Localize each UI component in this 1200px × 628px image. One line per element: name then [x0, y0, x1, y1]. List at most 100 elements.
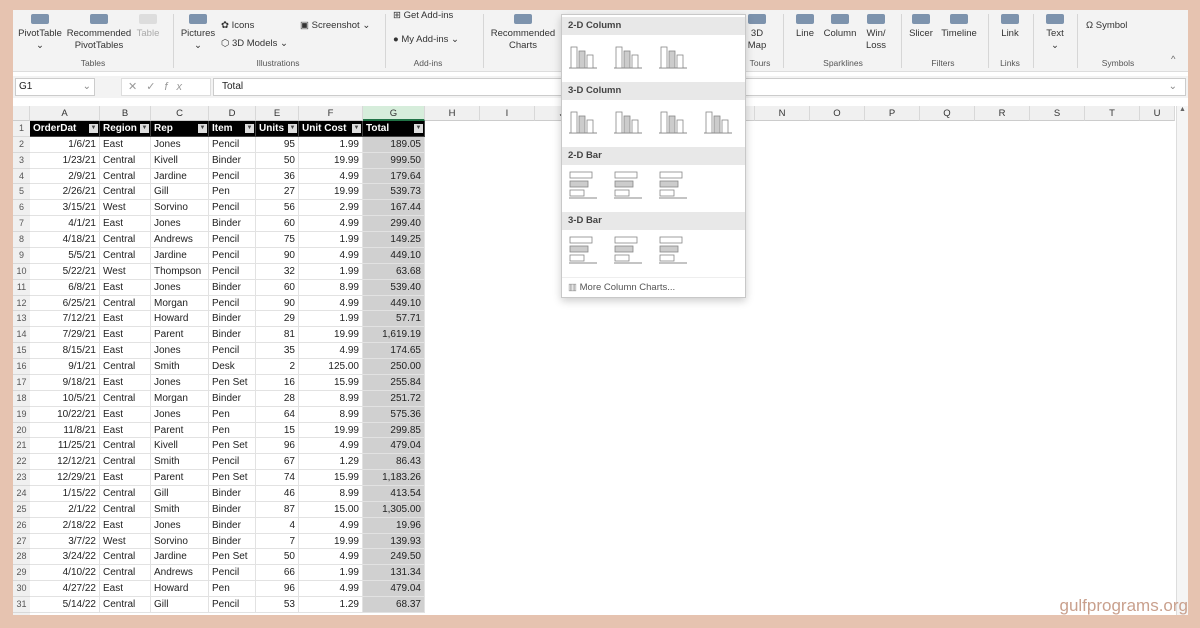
table-cell[interactable]: 27 — [256, 184, 299, 201]
table-cell[interactable]: Parent — [151, 422, 209, 439]
table-cell[interactable]: 8/15/21 — [30, 343, 100, 360]
column-header-R[interactable]: R — [975, 106, 1030, 121]
table-cell[interactable]: 2.99 — [299, 200, 363, 217]
table-cell[interactable]: 4/27/22 — [30, 581, 100, 598]
column-header-E[interactable]: E — [256, 106, 299, 121]
get-addins-button[interactable]: ⊞ Get Add-ins — [393, 10, 454, 21]
table-cell[interactable]: West — [100, 263, 151, 280]
chart-type-option[interactable] — [568, 39, 598, 69]
table-cell[interactable]: 9/1/21 — [30, 359, 100, 375]
3d-models-button[interactable]: ⬡ 3D Models ⌄ — [221, 38, 288, 49]
table-cell[interactable]: 413.54 — [363, 486, 425, 502]
table-cell[interactable]: 139.93 — [363, 533, 425, 550]
link-button[interactable]: Link — [995, 14, 1025, 40]
table-cell[interactable]: East — [100, 422, 151, 439]
row-header[interactable]: 3 — [13, 152, 30, 169]
table-cell[interactable]: Binder — [209, 390, 256, 407]
table-cell[interactable]: 2/9/21 — [30, 168, 100, 185]
table-cell[interactable]: Pen — [209, 184, 256, 201]
table-cell[interactable]: West — [100, 533, 151, 550]
table-cell[interactable]: 174.65 — [363, 343, 425, 360]
table-cell[interactable]: Andrews — [151, 565, 209, 582]
table-cell[interactable]: Pen — [209, 581, 256, 598]
table-cell[interactable]: Jones — [151, 343, 209, 360]
table-cell[interactable]: 15 — [256, 422, 299, 439]
table-cell[interactable]: 3/7/22 — [30, 533, 100, 550]
table-cell[interactable]: Smith — [151, 454, 209, 471]
screenshot-button[interactable]: ▣ Screenshot ⌄ — [300, 20, 371, 31]
table-cell[interactable]: Binder — [209, 279, 256, 296]
table-cell[interactable]: 10/22/21 — [30, 406, 100, 423]
sparkline-line-button[interactable]: Line — [791, 14, 819, 40]
table-cell[interactable]: 4 — [256, 517, 299, 534]
chart-type-option[interactable] — [658, 169, 688, 199]
row-header[interactable]: 6 — [13, 200, 30, 217]
row-header[interactable]: 14 — [13, 327, 30, 344]
table-cell[interactable]: Smith — [151, 359, 209, 375]
table-cell[interactable]: 19.99 — [299, 184, 363, 201]
column-header-T[interactable]: T — [1085, 106, 1140, 121]
table-cell[interactable]: 68.37 — [363, 597, 425, 613]
table-cell[interactable]: Gill — [151, 597, 209, 613]
table-cell[interactable]: East — [100, 279, 151, 296]
table-cell[interactable]: 5/22/21 — [30, 263, 100, 280]
table-cell[interactable]: Central — [100, 565, 151, 582]
table-cell[interactable]: Jardine — [151, 247, 209, 264]
chart-type-option[interactable] — [613, 169, 643, 199]
table-cell[interactable]: 15.99 — [299, 374, 363, 391]
table-cell[interactable]: Pen — [209, 406, 256, 423]
chart-type-option[interactable] — [658, 234, 688, 264]
table-cell[interactable]: 449.10 — [363, 247, 425, 264]
table-cell[interactable]: 299.40 — [363, 216, 425, 233]
table-cell[interactable]: 4/10/22 — [30, 565, 100, 582]
table-cell[interactable]: 7/29/21 — [30, 327, 100, 344]
table-cell[interactable]: 449.10 — [363, 295, 425, 312]
table-cell[interactable]: West — [100, 200, 151, 217]
table-cell[interactable]: 1.99 — [299, 311, 363, 328]
icons-button[interactable]: ✿ Icons — [221, 20, 255, 31]
table-cell[interactable]: 12/12/21 — [30, 454, 100, 471]
table-cell[interactable]: 64 — [256, 406, 299, 423]
table-cell[interactable]: 5/14/22 — [30, 597, 100, 613]
table-cell[interactable]: 50 — [256, 549, 299, 566]
row-header[interactable]: 25 — [13, 501, 30, 518]
table-cell[interactable]: Pen Set — [209, 374, 256, 391]
table-cell[interactable]: 179.64 — [363, 168, 425, 185]
table-cell[interactable]: 2/1/22 — [30, 501, 100, 518]
table-cell[interactable]: Central — [100, 438, 151, 455]
table-cell[interactable]: Jones — [151, 517, 209, 534]
table-cell[interactable]: 96 — [256, 581, 299, 598]
table-cell[interactable]: Parent — [151, 327, 209, 344]
table-cell[interactable]: Central — [100, 454, 151, 471]
sparkline-column-button[interactable]: Column — [821, 14, 859, 40]
table-cell[interactable]: Morgan — [151, 295, 209, 312]
table-cell[interactable]: 4.99 — [299, 247, 363, 264]
row-header[interactable]: 21 — [13, 438, 30, 455]
more-column-charts-link[interactable]: ▥ More Column Charts... — [562, 277, 745, 297]
table-cell[interactable]: 131.34 — [363, 565, 425, 582]
table-cell[interactable]: Jones — [151, 136, 209, 153]
table-cell[interactable]: East — [100, 581, 151, 598]
row-header[interactable]: 15 — [13, 343, 30, 360]
table-cell[interactable]: East — [100, 136, 151, 153]
recommended-charts-button[interactable]: Recommended Charts — [488, 14, 558, 52]
table-cell[interactable]: East — [100, 343, 151, 360]
table-cell[interactable]: 4/18/21 — [30, 232, 100, 248]
table-cell[interactable]: Parent — [151, 470, 209, 486]
table-cell[interactable]: Smith — [151, 501, 209, 518]
table-cell[interactable]: 53 — [256, 597, 299, 613]
table-cell[interactable]: Central — [100, 501, 151, 518]
table-cell[interactable]: 1/15/22 — [30, 486, 100, 502]
table-cell[interactable]: 1,305.00 — [363, 501, 425, 518]
row-header[interactable]: 16 — [13, 359, 30, 375]
table-cell[interactable]: 67 — [256, 454, 299, 471]
table-cell[interactable]: 9/18/21 — [30, 374, 100, 391]
filter-dropdown-icon[interactable]: ▼ — [89, 124, 98, 133]
table-cell[interactable]: Jones — [151, 374, 209, 391]
table-cell[interactable]: 1.99 — [299, 263, 363, 280]
table-cell[interactable]: East — [100, 311, 151, 328]
table-cell[interactable]: 189.05 — [363, 136, 425, 153]
table-cell[interactable]: 255.84 — [363, 374, 425, 391]
table-header-cell[interactable]: Units ▼ — [256, 121, 299, 137]
column-header-Q[interactable]: Q — [920, 106, 975, 121]
